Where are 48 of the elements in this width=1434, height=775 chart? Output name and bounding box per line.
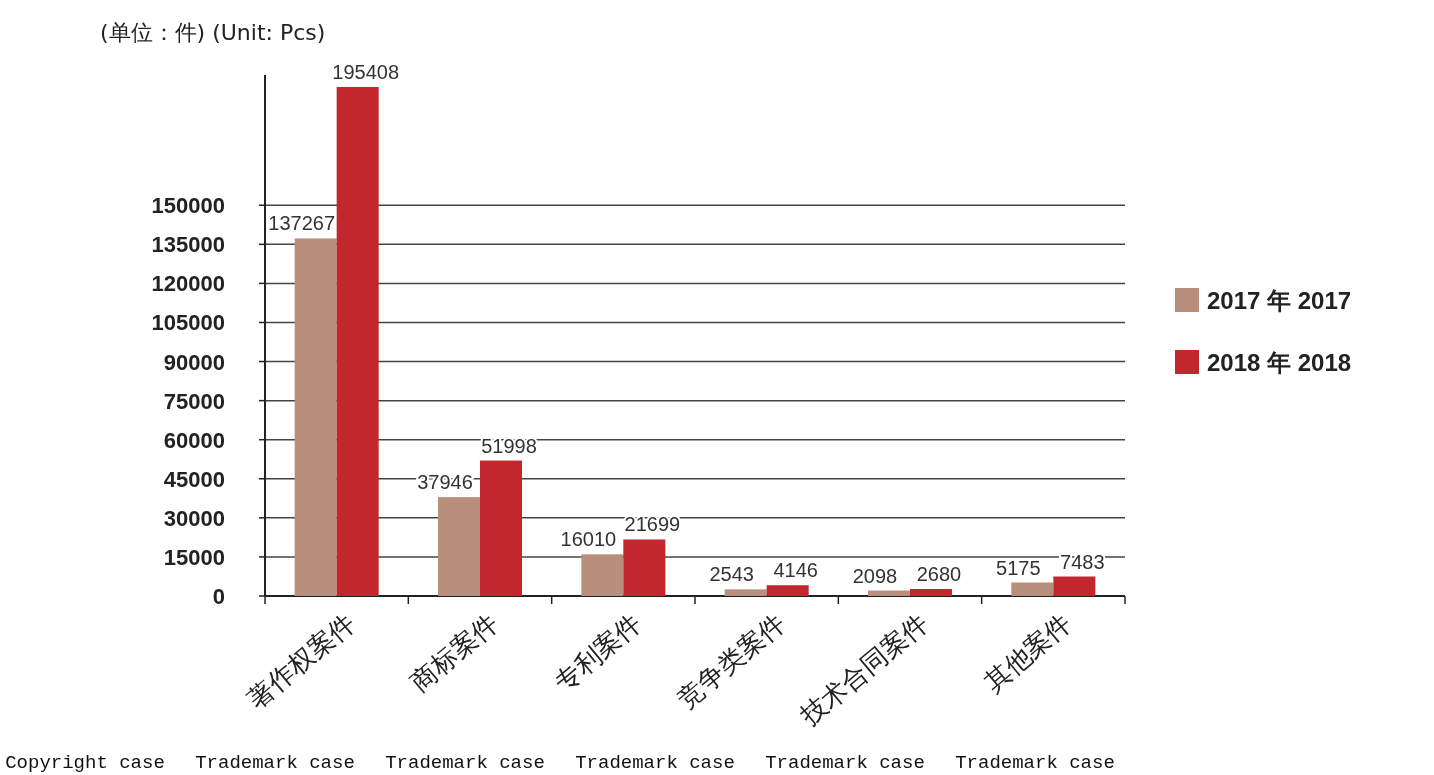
- bar: [336, 86, 379, 596]
- data-label: 4146: [773, 559, 818, 582]
- data-label: 195408: [332, 60, 400, 83]
- text: Trademark case: [575, 752, 735, 774]
- bar: [480, 460, 522, 596]
- bar: [294, 238, 337, 596]
- y-tick-label: 135000: [151, 232, 225, 258]
- text: Trademark case: [195, 752, 355, 774]
- y-tick-label: 90000: [163, 349, 225, 375]
- bar: [910, 589, 952, 596]
- bar: [1053, 576, 1096, 596]
- data-label: 2543: [709, 563, 754, 586]
- y-axis-title: (单位：件) (Unit: Pcs): [100, 20, 326, 45]
- x-tick-label: 其他案件: [978, 607, 1078, 698]
- y-tick-label: 0: [212, 584, 225, 609]
- data-label: 2680: [916, 563, 962, 586]
- x-tick-label: 商标案件: [404, 607, 504, 698]
- text: Trademark case: [385, 752, 545, 774]
- bar: [766, 585, 809, 596]
- bar: [623, 539, 666, 596]
- data-label: 5175: [996, 556, 1041, 579]
- bar: [438, 497, 480, 596]
- y-tick-label: 15000: [163, 544, 225, 570]
- data-label: 21699: [624, 513, 681, 536]
- y-tick-label: 75000: [163, 388, 225, 414]
- y-tick-label: 105000: [151, 310, 225, 336]
- text: Trademark case: [955, 752, 1115, 774]
- legend-label: 2017 年 2017: [1207, 287, 1352, 314]
- text: Copyright case: [5, 752, 165, 774]
- y-tick-label: 30000: [163, 505, 225, 531]
- data-label: 51998: [481, 434, 537, 457]
- data-label: 137267: [268, 212, 336, 235]
- x-tick-label: 竞争类案件: [671, 607, 791, 715]
- y-tick-label: 120000: [151, 271, 225, 297]
- bar: [724, 589, 767, 596]
- data-label: 16010: [560, 528, 617, 551]
- x-tick-label: 技术合同案件: [794, 607, 934, 732]
- y-tick-label: 60000: [163, 427, 225, 453]
- legend-label: 2018 年 2018: [1207, 349, 1352, 376]
- y-tick-label: 150000: [151, 193, 225, 219]
- bar: [1011, 582, 1054, 596]
- x-tick-label: 著作权案件: [241, 607, 361, 715]
- bar: [868, 590, 910, 596]
- data-label: 2098: [852, 564, 898, 587]
- text: Trademark case: [765, 752, 925, 774]
- bar: [581, 554, 624, 596]
- y-tick-label: 45000: [163, 466, 225, 492]
- x-tick-label: 专利案件: [548, 607, 648, 698]
